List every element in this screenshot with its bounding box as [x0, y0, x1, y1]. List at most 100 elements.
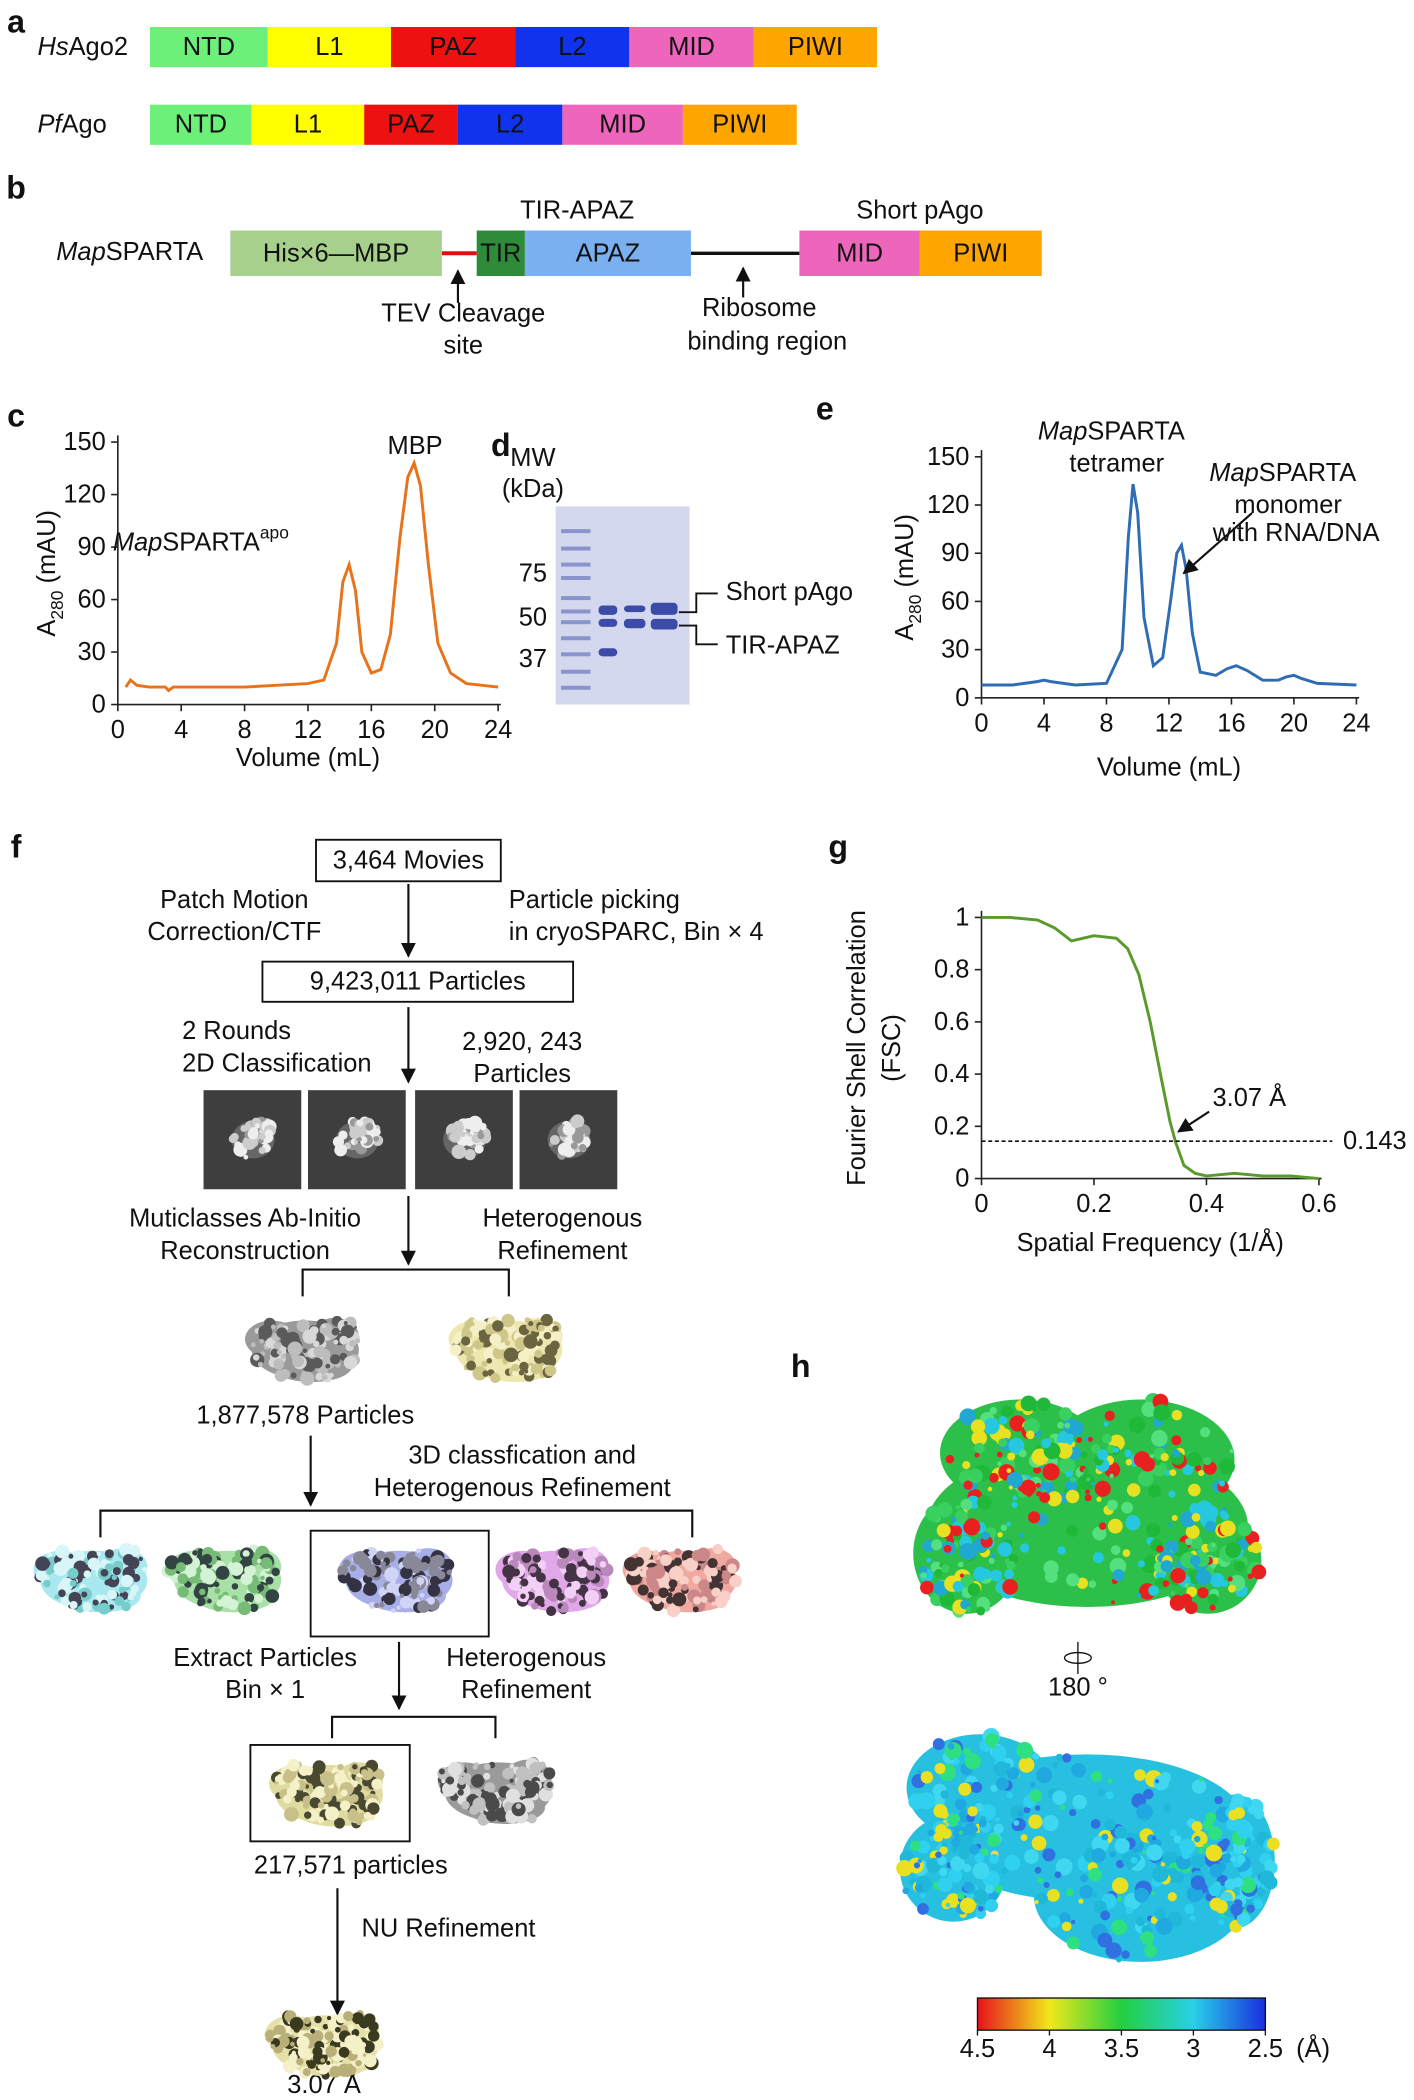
map-speck: [1114, 1825, 1127, 1839]
map-speck: [1100, 1910, 1111, 1921]
y-tick-label: 30: [941, 636, 969, 664]
map-speck: [1144, 1944, 1158, 1958]
map-speck: [914, 1883, 924, 1893]
map-speck: [313, 1340, 320, 1348]
map-speck: [483, 1763, 491, 1771]
map-speck: [1214, 1899, 1228, 1914]
step-note: Muticlasses Ab-Initio: [129, 1205, 361, 1233]
map-speck: [959, 1573, 964, 1578]
map-speck: [477, 1814, 490, 1826]
step-note: 3D classfication and: [408, 1442, 636, 1470]
map-speck: [54, 1594, 60, 1600]
marker-label: 50: [519, 603, 547, 631]
map-speck: [1076, 1577, 1089, 1589]
map-speck: [175, 1562, 186, 1573]
y-tick-label: 0.4: [934, 1060, 969, 1088]
x-tick-label: 24: [484, 716, 512, 744]
map-speck: [339, 1335, 349, 1345]
map-speck: [1041, 1438, 1051, 1449]
map-speck: [896, 1860, 913, 1877]
map-speck: [535, 1572, 546, 1583]
map-speck: [1144, 1554, 1156, 1566]
map-speck: [121, 1601, 131, 1612]
map-speck: [954, 1798, 967, 1811]
map-speck: [1057, 1546, 1066, 1555]
map-speck: [576, 1566, 589, 1579]
map-speck: [699, 1579, 709, 1589]
map-speck: [658, 1587, 669, 1599]
map-speck: [1006, 1468, 1012, 1474]
map-speck: [518, 1369, 525, 1376]
map-speck: [556, 1556, 569, 1569]
map-speck: [1169, 1594, 1186, 1611]
map-speck: [250, 1342, 256, 1348]
map-speck: [502, 1767, 514, 1780]
map-speck: [312, 1760, 326, 1774]
arrow: [1182, 512, 1253, 575]
map-speck: [1233, 1807, 1246, 1819]
text-part: A: [891, 624, 919, 641]
map-speck: [276, 1349, 282, 1355]
bracket: [678, 624, 718, 646]
map-speck: [967, 1583, 981, 1597]
map-speck: [651, 1565, 666, 1579]
map-speck: [474, 1789, 482, 1796]
map-speck: [416, 1548, 422, 1554]
map-speck: [647, 1581, 652, 1587]
map-speck: [1186, 1586, 1198, 1598]
map-speck: [637, 1584, 649, 1596]
map-speck: [277, 2035, 290, 2048]
map-speck: [1126, 1483, 1141, 1497]
map-speck: [1171, 1435, 1182, 1446]
map-speck: [1098, 1522, 1107, 1530]
gel-band: [561, 620, 591, 625]
map-speck: [1007, 1452, 1016, 1461]
map-speck: [938, 1867, 948, 1877]
map-speck: [1156, 1861, 1161, 1867]
map-speck: [1116, 1956, 1122, 1963]
map-speck: [1006, 1560, 1016, 1571]
map-speck: [1185, 1524, 1200, 1539]
map-speck: [1078, 1898, 1084, 1904]
text-part: 280: [905, 595, 925, 624]
map-speck: [1229, 1448, 1235, 1454]
map-speck: [466, 1360, 477, 1371]
map-speck: [1114, 1838, 1130, 1854]
map-speck: [334, 2026, 341, 2033]
map-speck: [1218, 1458, 1235, 1475]
map-speck: [243, 1154, 249, 1160]
map-speck: [1231, 1793, 1245, 1807]
gel-band: [598, 648, 618, 657]
map-speck: [258, 1146, 266, 1155]
map-speck: [304, 1811, 312, 1819]
map-speck: [472, 1366, 487, 1381]
step-note: Refinement: [497, 1237, 627, 1265]
map-speck: [264, 1129, 273, 1138]
map-speck: [329, 1354, 341, 1365]
map-speck: [552, 1325, 559, 1333]
gel-band: [650, 618, 678, 630]
map-speck: [464, 1149, 476, 1161]
text-part: (mAU): [33, 510, 61, 591]
map-speck: [240, 1124, 248, 1132]
map-speck: [469, 1805, 479, 1815]
step-note: Reconstruction: [160, 1237, 330, 1265]
map-speck: [201, 1553, 213, 1565]
map-speck: [668, 1579, 678, 1589]
map-speck: [1209, 1573, 1225, 1588]
map-speck: [343, 1355, 358, 1370]
map-speck: [331, 1327, 340, 1336]
map-speck: [363, 2054, 377, 2068]
x-tick-label: 0.2: [1076, 1190, 1111, 1218]
map-speck: [192, 1550, 198, 1556]
map-speck: [1065, 1470, 1073, 1478]
map-speck: [1142, 1849, 1147, 1855]
map-speck: [373, 1602, 380, 1609]
map-speck: [363, 1585, 373, 1595]
domain: [390, 26, 516, 68]
map-speck: [302, 2068, 311, 2077]
map-speck: [908, 1793, 925, 1810]
map-speck: [1030, 1782, 1036, 1788]
map-speck: [35, 1556, 50, 1571]
map-speck: [1141, 1817, 1147, 1823]
